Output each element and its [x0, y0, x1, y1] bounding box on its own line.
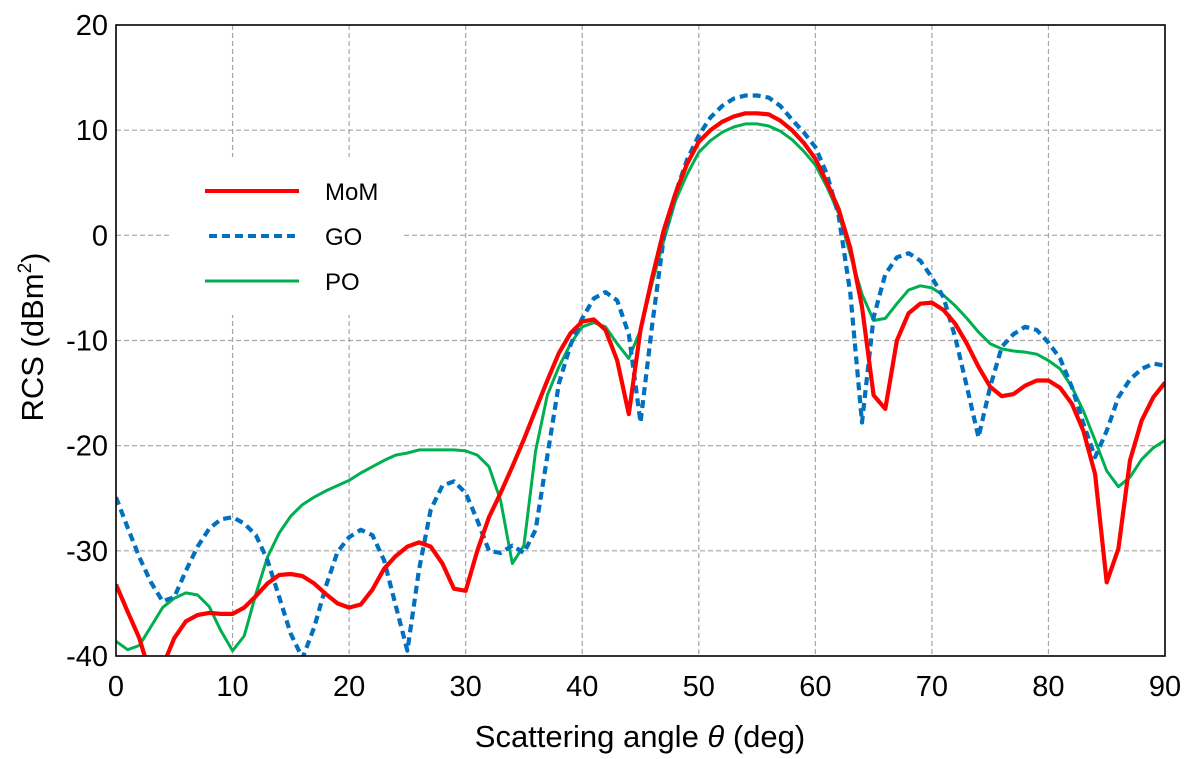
- x-tick-label: 20: [333, 671, 365, 703]
- x-tick-label: 0: [108, 671, 124, 703]
- legend-entry-go: GO: [209, 224, 362, 251]
- x-tick-label: 10: [216, 671, 248, 703]
- y-tick-label: 20: [76, 10, 108, 42]
- x-tick-label: 40: [566, 671, 598, 703]
- y-tick-label: 0: [92, 220, 108, 252]
- legend-entry-mom: MoM: [205, 179, 378, 206]
- x-axis-label: Scattering angle θ (deg): [475, 719, 805, 754]
- series-line-mom: [116, 111, 1165, 656]
- legend-label-po: PO: [325, 269, 360, 296]
- x-tick-labels: 0 10 20 30 40 50 60 70 80 90: [108, 671, 1181, 703]
- y-tick-label: -40: [66, 641, 108, 673]
- legend-label-go: GO: [325, 224, 362, 251]
- x-tick-label: 80: [1032, 671, 1064, 703]
- y-axis-label: RCS (dBm2): [15, 252, 50, 421]
- x-tick-label: 50: [683, 671, 715, 703]
- y-tick-label: -20: [66, 431, 108, 463]
- plot-frame: [115, 24, 1166, 657]
- y-tick-label: -30: [66, 536, 108, 568]
- legend-label-mom: MoM: [325, 179, 378, 206]
- y-tick-label: -10: [66, 326, 108, 358]
- legend: MoM GO PO: [171, 157, 404, 315]
- legend-entry-po: PO: [205, 269, 360, 296]
- series-line-go: [116, 93, 1165, 656]
- y-tick-label: 10: [76, 115, 108, 147]
- series-layer: [116, 93, 1165, 656]
- y-tick-labels: 20 10 0 -10 -20 -30 -40: [66, 10, 108, 673]
- x-tick-label: 90: [1149, 671, 1181, 703]
- x-tick-label: 60: [799, 671, 831, 703]
- x-tick-label: 70: [916, 671, 948, 703]
- x-tick-label: 30: [450, 671, 482, 703]
